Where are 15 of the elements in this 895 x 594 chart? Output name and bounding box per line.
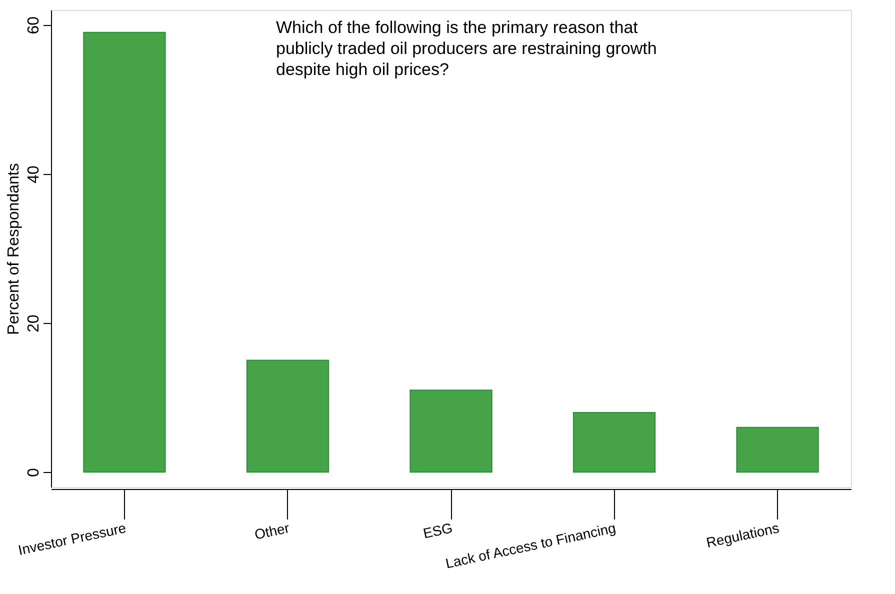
bar	[83, 32, 166, 473]
y-axis-title: Percent of Respondants	[6, 163, 22, 335]
bar	[410, 390, 492, 473]
y-tick-label: 0	[26, 468, 42, 478]
x-tick-label: Investor Pressure	[16, 520, 128, 558]
y-tick-label: 40	[26, 165, 42, 184]
bar	[736, 426, 819, 473]
text: Which of the following is the primary reason that publicly traded oil producers are restraining growth despite high oil prices?	[276, 18, 657, 79]
y-tick-label: 20	[26, 314, 42, 332]
y-tick-label: 60	[26, 16, 42, 34]
x-tick-label: Other	[253, 519, 291, 542]
x-tick-label: ESG	[422, 520, 454, 542]
bar	[246, 360, 330, 473]
bar	[572, 412, 656, 473]
x-tick-label: Regulations	[704, 520, 780, 551]
